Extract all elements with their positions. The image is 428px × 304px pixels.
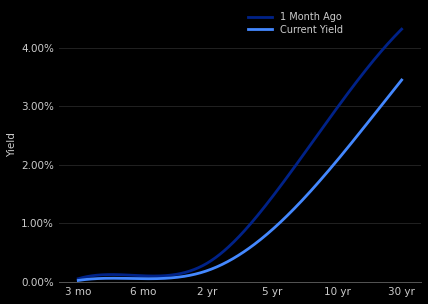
1 Month Ago: [348, 88, 354, 91]
Current Yield: [76, 279, 81, 282]
1 Month Ago: [268, 197, 273, 201]
1 Month Ago: [267, 199, 272, 202]
1 Month Ago: [76, 277, 81, 281]
Current Yield: [399, 78, 404, 82]
1 Month Ago: [369, 61, 374, 65]
Line: 1 Month Ago: 1 Month Ago: [78, 29, 401, 279]
Current Yield: [369, 116, 374, 120]
1 Month Ago: [273, 190, 279, 194]
1 Month Ago: [399, 27, 404, 31]
1 Month Ago: [77, 277, 82, 280]
Y-axis label: Yield: Yield: [7, 132, 17, 157]
Line: Current Yield: Current Yield: [78, 80, 401, 281]
Legend: 1 Month Ago, Current Yield: 1 Month Ago, Current Yield: [245, 9, 346, 38]
Current Yield: [348, 142, 354, 146]
Current Yield: [267, 230, 272, 234]
Current Yield: [268, 229, 273, 233]
Current Yield: [273, 224, 279, 228]
Current Yield: [77, 278, 82, 282]
